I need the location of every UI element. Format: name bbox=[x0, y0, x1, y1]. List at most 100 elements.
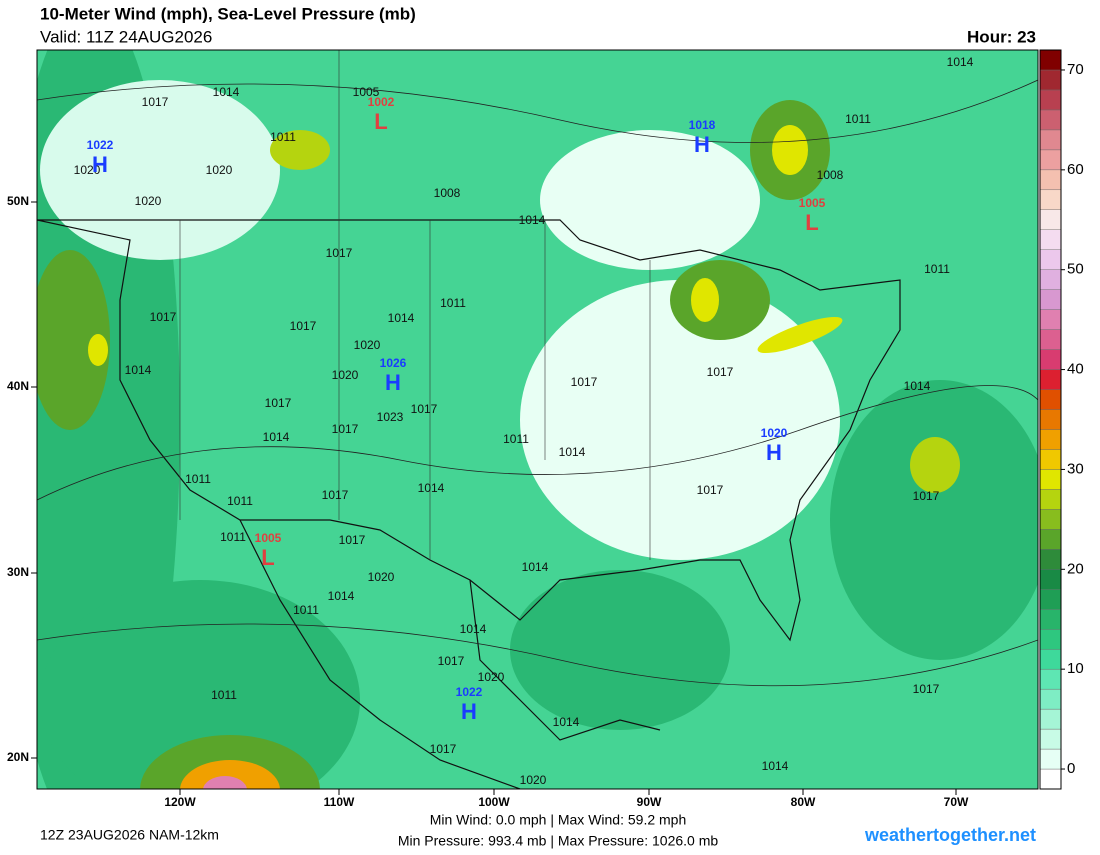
isobar-label: 1020 bbox=[368, 570, 395, 584]
isobar-label: 1014 bbox=[519, 213, 546, 227]
colorbar-segment bbox=[1039, 728, 1062, 750]
colorbar-label: 20 bbox=[1067, 560, 1084, 577]
center-value: 1026 bbox=[380, 356, 407, 370]
forecast-hour: Hour: 23 bbox=[967, 27, 1036, 46]
center-value: 1022 bbox=[456, 685, 483, 699]
colorbar-segment bbox=[1039, 449, 1062, 470]
isobar-label: 1017 bbox=[707, 365, 734, 379]
mexico-outline bbox=[239, 519, 661, 789]
isobar-label: 1020 bbox=[332, 368, 359, 382]
colorbar-segment bbox=[1039, 349, 1062, 370]
colorbar-segment bbox=[1039, 529, 1062, 550]
colorbar-segment bbox=[1039, 69, 1062, 91]
center-value: 1020 bbox=[761, 426, 788, 440]
state-borders bbox=[179, 50, 651, 560]
field-gulf bbox=[510, 570, 730, 730]
lon-label: 80W bbox=[791, 795, 816, 809]
isobar-label: 1014 bbox=[947, 55, 974, 69]
isobar-label: 1008 bbox=[434, 186, 461, 200]
colorbar-frame bbox=[1039, 49, 1062, 790]
colorbar-segment bbox=[1039, 189, 1062, 210]
isobar-label: 1014 bbox=[418, 481, 445, 495]
field-hudson-max bbox=[772, 125, 808, 175]
colorbar-segment bbox=[1039, 629, 1062, 650]
colorbar-label: 70 bbox=[1067, 61, 1084, 78]
isobar-label: 1020 bbox=[135, 194, 162, 208]
center-letter: L bbox=[261, 545, 274, 570]
isobar-label: 1011 bbox=[503, 432, 529, 446]
colorbar-segment bbox=[1039, 289, 1062, 310]
center-value: 1005 bbox=[799, 196, 826, 210]
field-lake-michigan bbox=[691, 278, 719, 322]
colorbar-segment bbox=[1039, 569, 1062, 590]
isobar-label: 1011 bbox=[440, 296, 466, 310]
field-storm-eye bbox=[203, 776, 247, 789]
center-value: 1005 bbox=[255, 531, 282, 545]
isobar-label: 1014 bbox=[388, 311, 415, 325]
model-run: 12Z 23AUG2026 NAM-12km bbox=[40, 827, 219, 843]
center-letter: L bbox=[805, 210, 818, 235]
colorbar-segment bbox=[1039, 49, 1062, 71]
colorbar-segment bbox=[1039, 409, 1062, 430]
colorbar-segment bbox=[1039, 249, 1062, 270]
wind-range: Min Wind: 0.0 mph | Max Wind: 59.2 mph bbox=[430, 812, 687, 828]
lon-label: 70W bbox=[944, 795, 969, 809]
colorbar-segment bbox=[1039, 209, 1062, 230]
valid-time: Valid: 11Z 24AUG2026 bbox=[40, 27, 212, 46]
colorbar-label: 40 bbox=[1067, 361, 1084, 378]
isobar-label: 1005 bbox=[353, 85, 380, 99]
colorbar-segment bbox=[1039, 748, 1062, 770]
field-storm-core bbox=[180, 760, 280, 789]
isobar-label: 1011 bbox=[185, 472, 211, 486]
colorbar-segment bbox=[1039, 149, 1062, 171]
isobar-label: 1011 bbox=[270, 130, 296, 144]
isobar-label: 1017 bbox=[430, 742, 457, 756]
colorbar-segment bbox=[1039, 89, 1062, 111]
colorbar-segment bbox=[1039, 668, 1062, 690]
center-letter: L bbox=[374, 109, 387, 134]
center-letter: H bbox=[385, 370, 401, 395]
isobar-label: 1017 bbox=[411, 402, 438, 416]
lat-label: 20N bbox=[7, 750, 29, 764]
colorbar-segment bbox=[1039, 109, 1062, 131]
isobar-label: 1017 bbox=[290, 319, 317, 333]
field-lakes bbox=[670, 260, 770, 340]
colorbar-segment bbox=[1039, 429, 1062, 450]
isobar-label: 1014 bbox=[762, 759, 789, 773]
field-south-pacific bbox=[40, 580, 360, 789]
colorbar-segment bbox=[1039, 269, 1062, 290]
isobar-label: 1017 bbox=[571, 375, 598, 389]
isobar-label: 1011 bbox=[924, 262, 950, 276]
colorbar-label: 0 bbox=[1067, 760, 1075, 777]
field-pacific-max bbox=[88, 334, 108, 366]
colorbar-label: 30 bbox=[1067, 460, 1084, 477]
isobar-label: 1014 bbox=[904, 379, 931, 393]
colorbar-segment bbox=[1039, 768, 1062, 790]
lat-label: 40N bbox=[7, 379, 29, 393]
field-calm-west bbox=[40, 80, 280, 260]
colorbar-segment bbox=[1039, 329, 1062, 350]
isobar-label: 1014 bbox=[263, 430, 290, 444]
colorbar-segment bbox=[1039, 708, 1062, 730]
lat-label: 30N bbox=[7, 565, 29, 579]
colorbar-label: 50 bbox=[1067, 261, 1084, 278]
isobar-label: 1014 bbox=[559, 445, 586, 459]
center-letter: H bbox=[461, 699, 477, 724]
colorbar-label: 10 bbox=[1067, 660, 1084, 677]
isobar-label: 1011 bbox=[845, 112, 871, 126]
colorbar-segment bbox=[1039, 369, 1062, 390]
field-atlantic-max bbox=[910, 437, 960, 493]
map-labels: 1017 1014 1011 1020 1020 1020 1005 1008 1014 1014… bbox=[74, 55, 974, 787]
center-letter: H bbox=[92, 152, 108, 177]
isobar-label: 1017 bbox=[142, 95, 169, 109]
isobar-label: 1017 bbox=[339, 533, 366, 547]
isobar-label: 1014 bbox=[328, 589, 355, 603]
isobar-label: 1011 bbox=[220, 530, 246, 544]
us-outline bbox=[37, 219, 901, 642]
isobar-label: 1020 bbox=[74, 163, 101, 177]
colorbar-segment bbox=[1039, 489, 1062, 510]
pressure-range: Min Pressure: 993.4 mb | Max Pressure: 1… bbox=[398, 833, 719, 849]
title: 10-Meter Wind (mph), Sea-Level Pressure … bbox=[40, 4, 416, 23]
isobar-label: 1017 bbox=[326, 246, 353, 260]
lon-label: 120W bbox=[164, 795, 196, 809]
